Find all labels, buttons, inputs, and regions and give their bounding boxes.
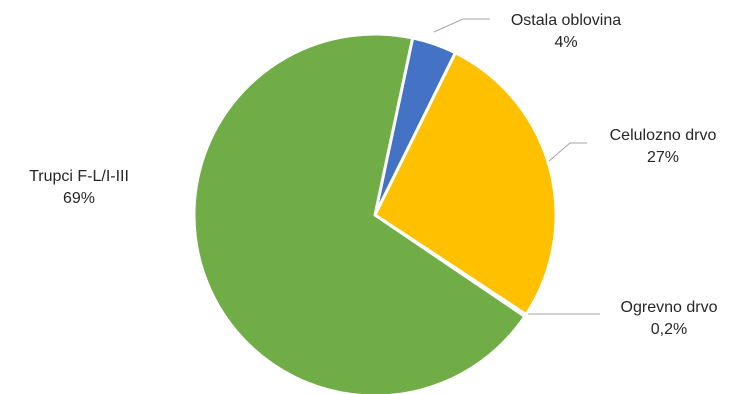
slice-name-ogrevno-drvo: Ogrevno drvo: [621, 299, 718, 316]
label-group-ostala-oblovina: Ostala oblovina 4%: [433, 12, 621, 51]
slice-value-trupci: 69%: [63, 190, 95, 207]
leader-line-celulozno-drvo: [548, 142, 587, 162]
pie-slice-trupci-f-l-i-iii: [192, 32, 527, 394]
slice-value-ogrevno-drvo: 0,2%: [651, 321, 687, 338]
pie-slices: [192, 32, 558, 394]
slice-value-celulozno-drvo: 27%: [647, 149, 679, 166]
leader-line-ostala-oblovina: [433, 18, 490, 33]
label-group-celulozno-drvo: Celulozno drvo 27%: [548, 127, 717, 166]
slice-name-celulozno-drvo: Celulozno drvo: [610, 127, 717, 144]
slice-value-ostala-oblovina: 4%: [554, 34, 577, 51]
slice-name-ostala-oblovina: Ostala oblovina: [511, 12, 621, 29]
label-group-trupci: Trupci F-L/I-III 69%: [29, 168, 129, 207]
slice-name-trupci: Trupci F-L/I-III: [29, 168, 129, 185]
pie-slice-celulozno-drvo: [373, 51, 558, 317]
label-group-ogrevno-drvo: Ogrevno drvo 0,2%: [528, 299, 718, 338]
